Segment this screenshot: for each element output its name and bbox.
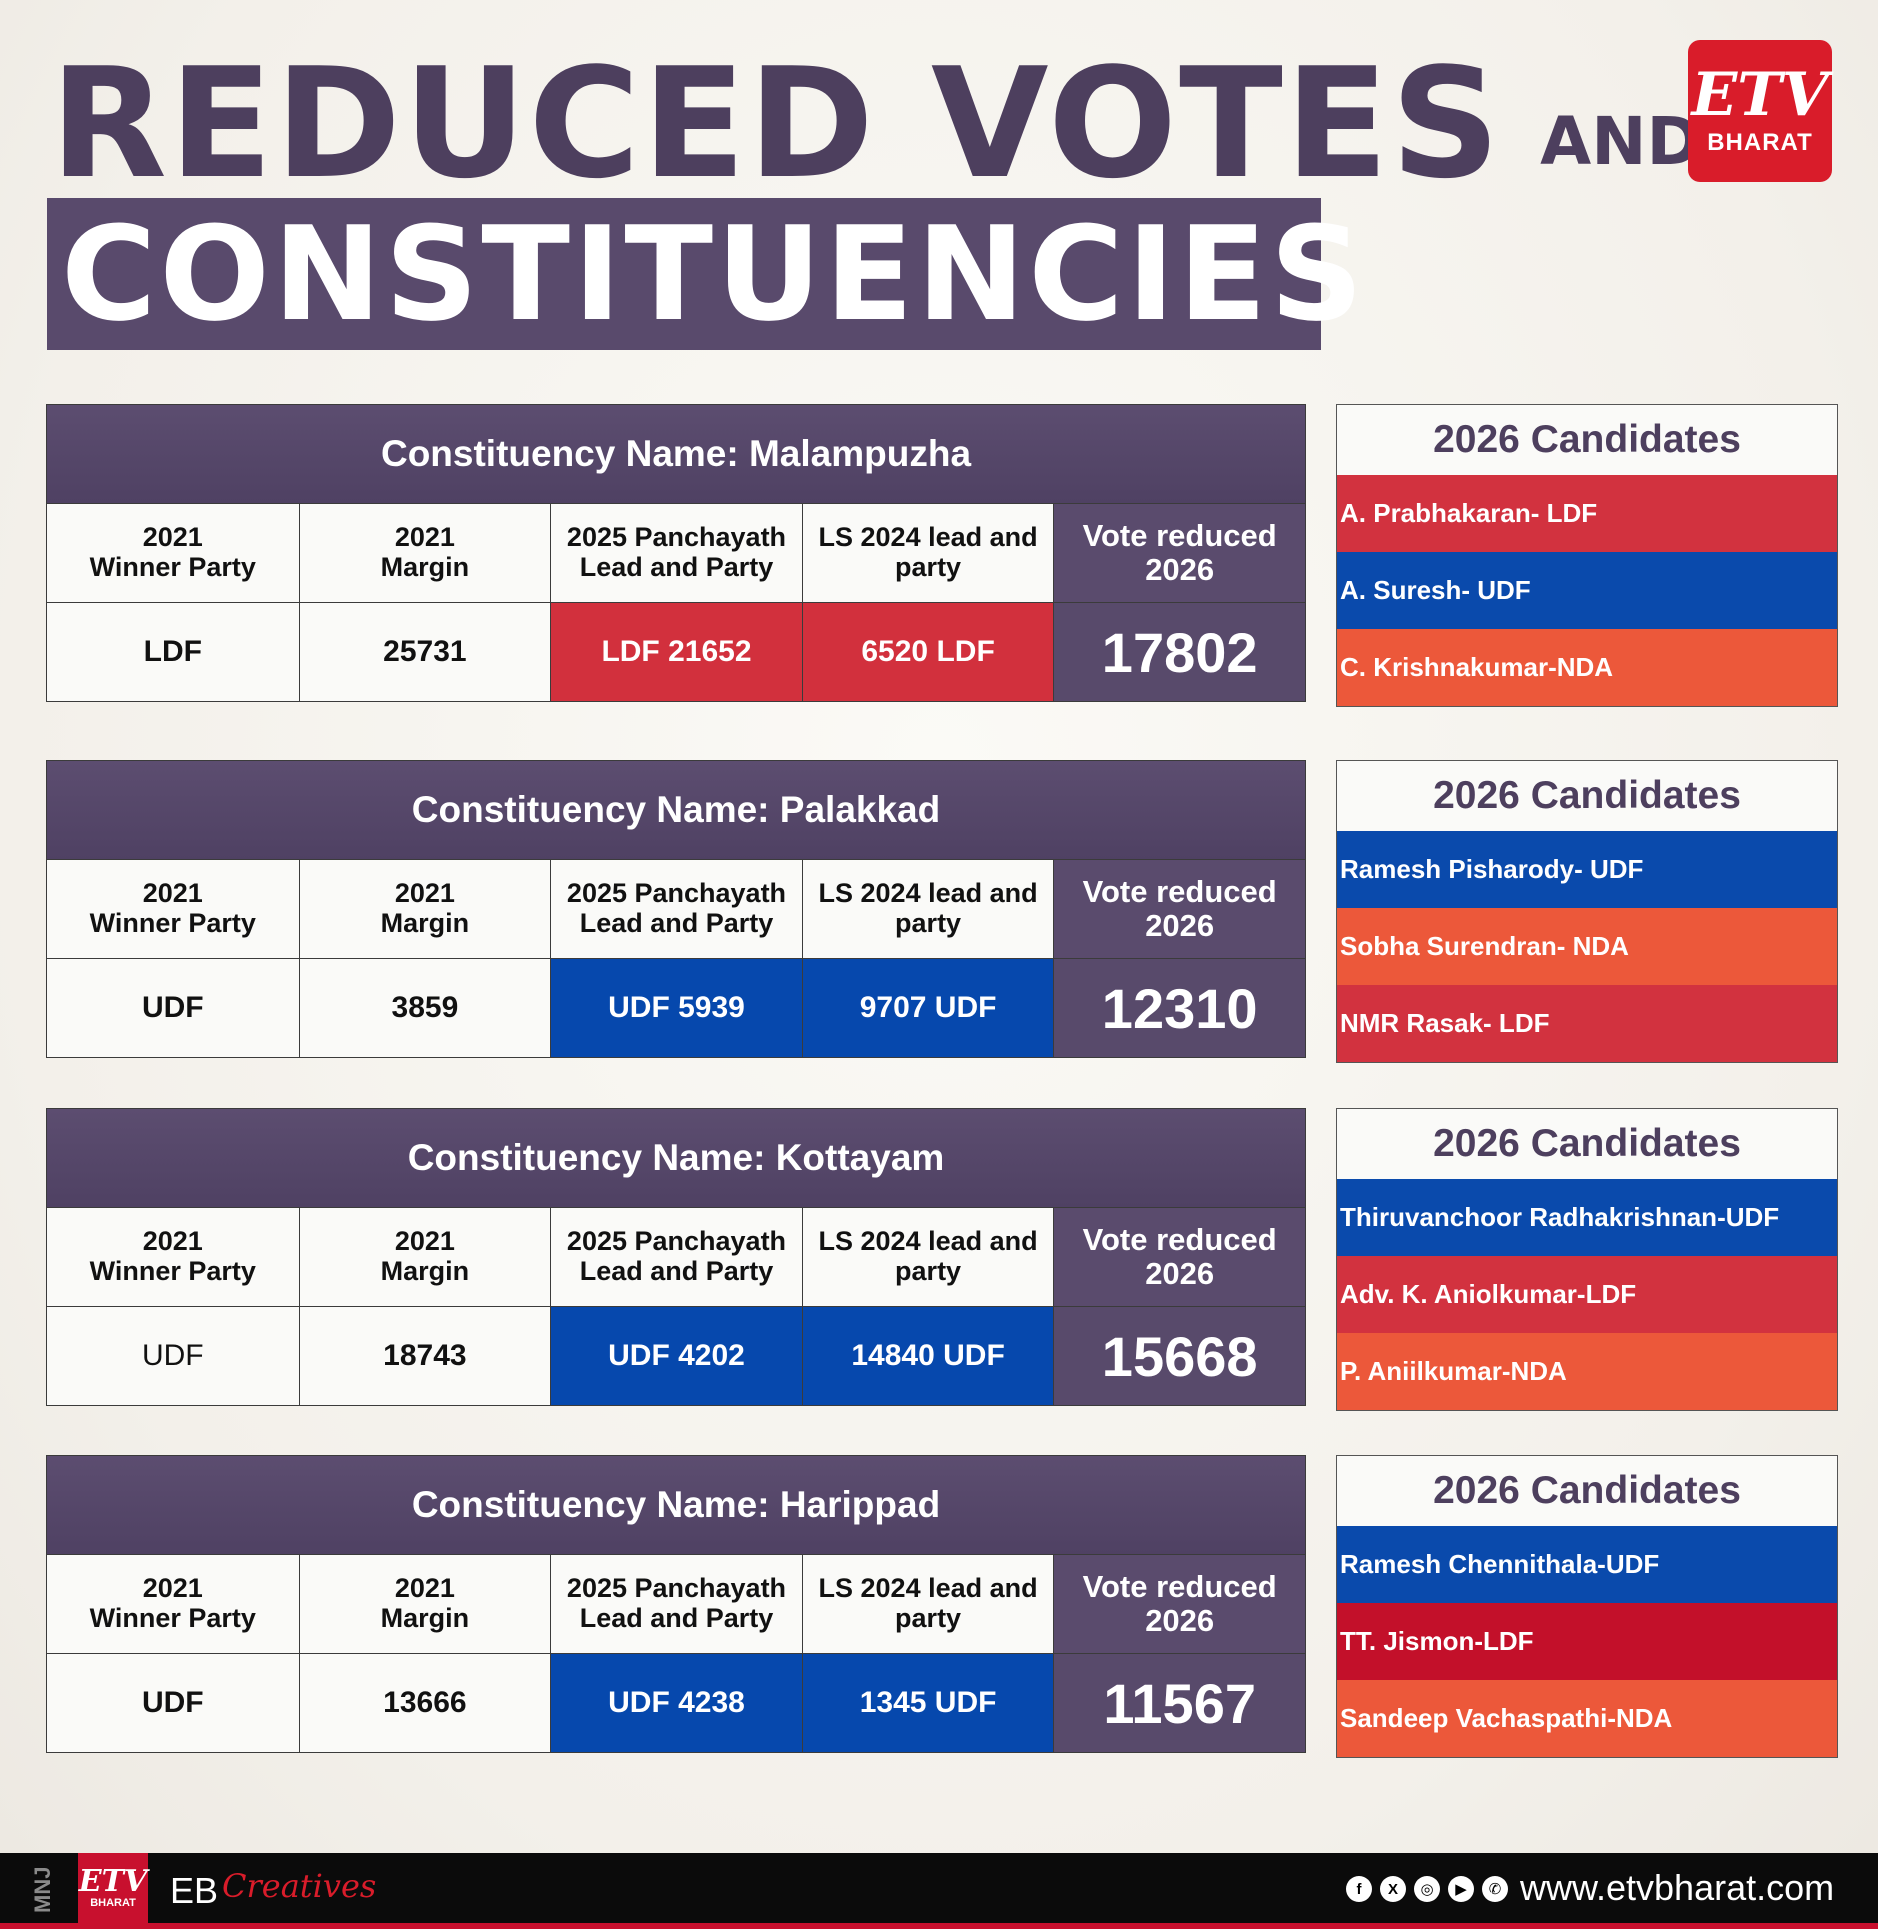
candidate-item: C. Krishnakumar-NDA [1337,629,1837,706]
panchayath-value: UDF 4202 [550,1306,802,1405]
candidates-panel: 2026 Candidates Ramesh Chennithala-UDF TT.… [1336,1455,1838,1758]
col-winner-party: 2021 Winner Party [47,1554,299,1653]
candidates-title: 2026 Candidates [1337,761,1837,831]
col-winner-party: 2021 Winner Party [47,503,299,602]
col-margin: 2021 Margin [298,503,551,602]
ls-2024-value: 9707 UDF [801,958,1054,1057]
constituency-table: Constituency Name: Malampuzha 2021 Winner… [46,404,1306,702]
constituency-table: Constituency Name: Kottayam 2021 Winner P… [46,1108,1306,1406]
margin-value: 13666 [298,1653,551,1752]
col-vote-reduced: Vote reduced 2026 [1053,1207,1305,1306]
col-ls-2024: LS 2024 lead and party [801,503,1054,602]
col-ls-2024: LS 2024 lead and party [801,1207,1054,1306]
candidate-item: NMR Rasak- LDF [1337,985,1837,1062]
title-reduced-votes: REDUCED VOTES [50,35,1503,212]
footer: MNJ ETV BHARAT EB Creatives f X ◎ ▶ ✆ ww… [0,1853,1878,1929]
vote-reduced-value: 15668 [1053,1306,1305,1405]
col-ls-2024: LS 2024 lead and party [801,859,1054,958]
ls-2024-value: 14840 UDF [801,1306,1054,1405]
candidate-item: P. Aniilkumar-NDA [1337,1333,1837,1410]
candidates-title: 2026 Candidates [1337,405,1837,475]
winner-party-value: UDF [47,1306,299,1405]
footer-initials: MNJ [30,1866,55,1913]
panchayath-value: UDF 4238 [550,1653,802,1752]
youtube-icon[interactable]: ▶ [1448,1876,1474,1902]
margin-value: 3859 [298,958,551,1057]
constituency-name: Constituency Name: Harippad [47,1456,1305,1554]
ls-2024-value: 6520 LDF [801,602,1054,701]
col-panchayath: 2025 Panchayath Lead and Party [550,1207,802,1306]
ls-2024-value: 1345 UDF [801,1653,1054,1752]
candidates-title: 2026 Candidates [1337,1109,1837,1179]
vote-reduced-value: 11567 [1053,1653,1305,1752]
value-row: UDF 13666 UDF 4238 1345 UDF 11567 [47,1653,1305,1752]
header-row: 2021 Winner Party 2021 Margin 2025 Panchay… [47,1554,1305,1653]
margin-value: 18743 [298,1306,551,1405]
col-vote-reduced: Vote reduced 2026 [1053,503,1305,602]
header-row: 2021 Winner Party 2021 Margin 2025 Panchay… [47,859,1305,958]
winner-party-value: UDF [47,958,299,1057]
constituency-name: Constituency Name: Malampuzha [47,405,1305,503]
etv-bharat-logo: ETV BHARAT [1688,40,1832,182]
title-and: AND [1540,103,1702,180]
candidates-panel: 2026 Candidates Thiruvanchoor Radhakrishn… [1336,1108,1838,1411]
col-margin: 2021 Margin [298,859,551,958]
vote-reduced-value: 12310 [1053,958,1305,1057]
candidate-item: A. Suresh- UDF [1337,552,1837,629]
candidate-item: Adv. K. Aniolkumar-LDF [1337,1256,1837,1333]
header-row: 2021 Winner Party 2021 Margin 2025 Panchay… [47,1207,1305,1306]
x-icon[interactable]: X [1380,1876,1406,1902]
col-margin: 2021 Margin [298,1554,551,1653]
logo-mark: ETV [1691,60,1829,130]
col-panchayath: 2025 Panchayath Lead and Party [550,503,802,602]
col-vote-reduced: Vote reduced 2026 [1053,1554,1305,1653]
col-margin: 2021 Margin [298,1207,551,1306]
website-link[interactable]: www.etvbharat.com [1520,1867,1835,1908]
title-band: CONSTITUENCIES [47,198,1363,350]
col-panchayath: 2025 Panchayath Lead and Party [550,859,802,958]
constituency-name: Constituency Name: Palakkad [47,761,1305,859]
candidate-item: A. Prabhakaran- LDF [1337,475,1837,552]
candidate-item: Sandeep Vachaspathi-NDA [1337,1680,1837,1757]
panchayath-value: LDF 21652 [550,602,802,701]
panchayath-value: UDF 5939 [550,958,802,1057]
col-panchayath: 2025 Panchayath Lead and Party [550,1554,802,1653]
candidates-panel: 2026 Candidates Ramesh Pisharody- UDF Sobh… [1336,760,1838,1063]
col-ls-2024: LS 2024 lead and party [801,1554,1054,1653]
candidate-item: Ramesh Pisharody- UDF [1337,831,1837,908]
col-vote-reduced: Vote reduced 2026 [1053,859,1305,958]
candidate-item: Ramesh Chennithala-UDF [1337,1526,1837,1603]
footer-brand-script: Creatives [222,1867,377,1905]
footer-logo: ETV BHARAT [78,1853,148,1923]
value-row: LDF 25731 LDF 21652 6520 LDF 17802 [47,602,1305,701]
title-constituencies: CONSTITUENCIES [61,198,1367,350]
social-icons: f X ◎ ▶ ✆ [1346,1876,1508,1902]
vote-reduced-value: 17802 [1053,602,1305,701]
margin-value: 25731 [298,602,551,701]
constituency-table: Constituency Name: Palakkad 2021 Winner P… [46,760,1306,1058]
candidates-title: 2026 Candidates [1337,1456,1837,1526]
candidate-item: Thiruvanchoor Radhakrishnan-UDF [1337,1179,1837,1256]
value-row: UDF 18743 UDF 4202 14840 UDF 15668 [47,1306,1305,1405]
candidate-item: Sobha Surendran- NDA [1337,908,1837,985]
footer-logo-sub: BHARAT [90,1897,136,1909]
winner-party-value: UDF [47,1653,299,1752]
header-row: 2021 Winner Party 2021 Margin 2025 Panchay… [47,503,1305,602]
footer-logo-mark: ETV [78,1864,148,1899]
logo-sub: BHARAT [1707,129,1813,156]
facebook-icon[interactable]: f [1346,1876,1372,1902]
constituency-name: Constituency Name: Kottayam [47,1109,1305,1207]
col-winner-party: 2021 Winner Party [47,1207,299,1306]
candidate-item: TT. Jismon-LDF [1337,1603,1837,1680]
title-line1: REDUCED VOTES AND [50,30,1701,200]
candidates-panel: 2026 Candidates A. Prabhakaran- LDF A. Sur… [1336,404,1838,707]
instagram-icon[interactable]: ◎ [1414,1876,1440,1902]
col-winner-party: 2021 Winner Party [47,859,299,958]
footer-brand: EB [170,1870,219,1911]
whatsapp-icon[interactable]: ✆ [1482,1876,1508,1902]
winner-party-value: LDF [47,602,299,701]
constituency-table: Constituency Name: Harippad 2021 Winner P… [46,1455,1306,1753]
value-row: UDF 3859 UDF 5939 9707 UDF 12310 [47,958,1305,1057]
